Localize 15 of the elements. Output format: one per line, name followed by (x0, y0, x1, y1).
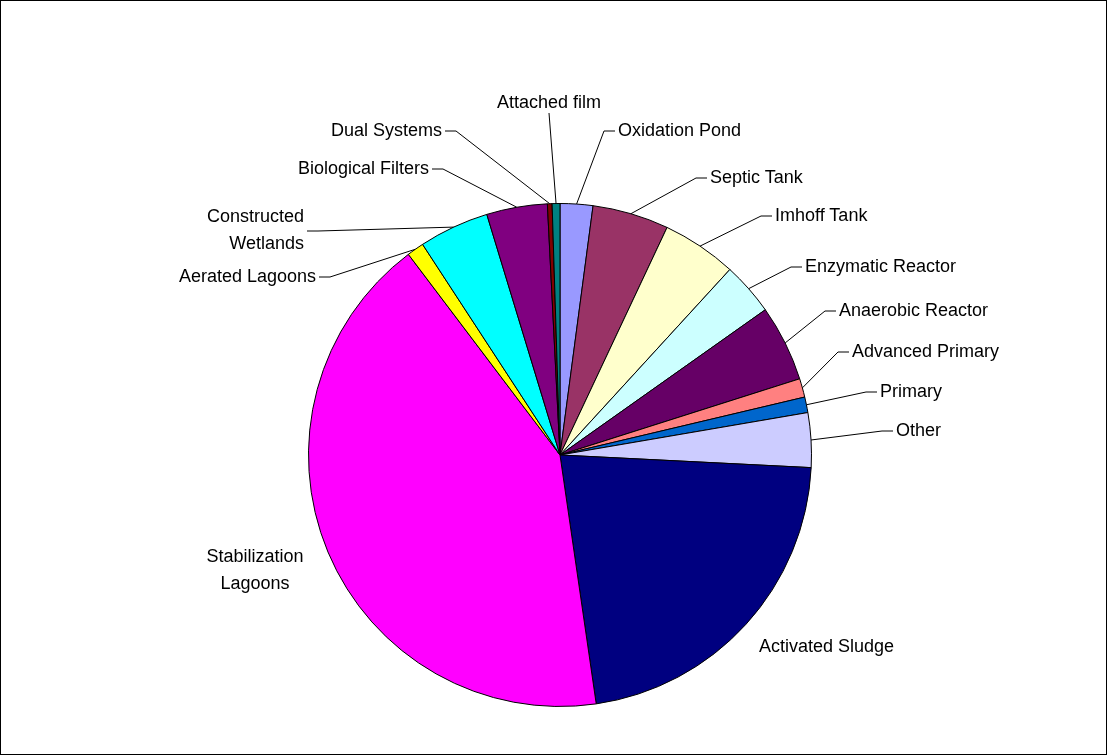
slice-label: Biological Filters (297, 157, 429, 178)
slice-label: Activated Sludge (759, 635, 895, 656)
slice-label: Imhoff Tank (775, 204, 869, 225)
slice-label: Oxidation Pond (618, 119, 742, 140)
slice-label: Attached film (496, 91, 602, 112)
slice-label: Aerated Lagoons (178, 265, 316, 286)
slice-label: Dual Systems (330, 119, 442, 140)
slice-label: Other (896, 419, 942, 440)
slice-label: Enzymatic Reactor (805, 255, 957, 276)
slice-label: Anaerobic Reactor (839, 299, 989, 320)
slice-label: Constructed Wetlands (206, 206, 304, 254)
slice-label: Stabilization Lagoons (206, 546, 304, 594)
slice-label: Primary (880, 380, 942, 401)
slice-label: Advanced Primary (852, 340, 1000, 361)
slice-label: Septic Tank (710, 166, 804, 187)
